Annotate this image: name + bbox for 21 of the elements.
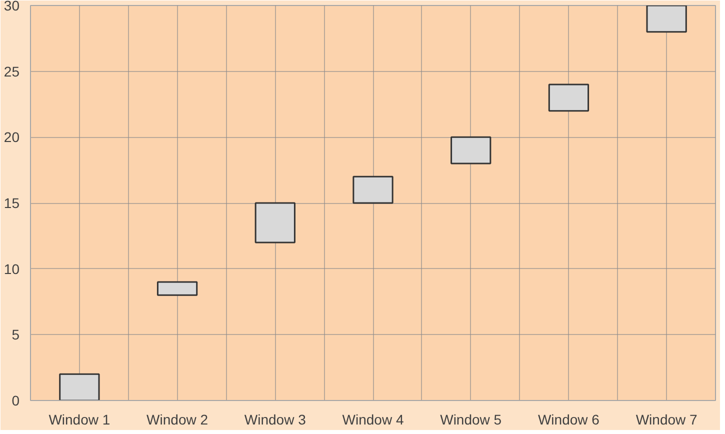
x-tick-label: Window 2: [146, 412, 208, 428]
x-tick-label: Window 3: [244, 412, 306, 428]
y-tick-label: 20: [4, 129, 20, 146]
x-tick-label: Window 1: [48, 412, 110, 428]
bar: [548, 84, 590, 112]
y-tick-label: 25: [4, 63, 20, 80]
y-tick-label: 15: [4, 195, 20, 211]
x-tick-label: Window 7: [636, 412, 698, 428]
y-tick-label: 0: [12, 392, 20, 408]
bar: [254, 202, 296, 244]
bar: [59, 373, 100, 400]
bar: [352, 176, 394, 204]
bar: [646, 6, 687, 33]
x-tick-label: Window 5: [440, 412, 502, 428]
bar: [156, 281, 198, 296]
y-tick-label: 10: [4, 260, 20, 277]
x-tick-label: Window 4: [342, 412, 404, 428]
y-tick-label: 5: [12, 326, 20, 343]
x-tick-label: Window 6: [538, 412, 600, 428]
y-tick-label: 30: [4, 0, 20, 14]
bar: [450, 136, 492, 164]
